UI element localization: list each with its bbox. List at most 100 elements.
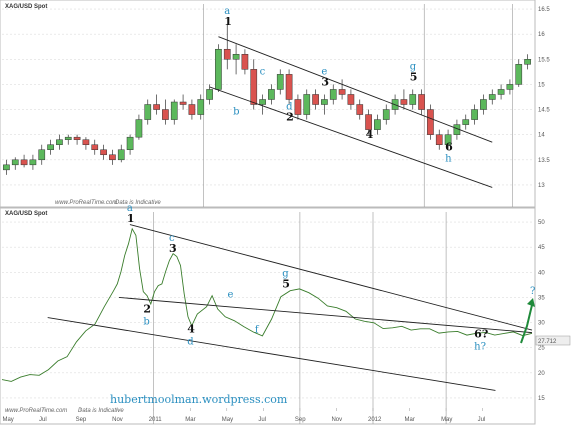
upper-candle-body bbox=[38, 149, 46, 161]
lower-chart-frame bbox=[0, 207, 536, 425]
upper-candle-body bbox=[170, 101, 178, 120]
lower-wave-letter: f bbox=[255, 325, 260, 336]
lower-x-tick-label: 2012 bbox=[368, 417, 382, 423]
lower-y-tick-label: 50 bbox=[538, 220, 545, 226]
upper-candle-body bbox=[276, 74, 284, 90]
projection-arrow-icon bbox=[520, 298, 535, 344]
upper-candle-body bbox=[153, 104, 160, 110]
lower-x-tick-label: Mar bbox=[185, 417, 195, 423]
upper-wave-letter: d bbox=[286, 102, 293, 113]
watermark-text: hubertmoolman.wordpress.com bbox=[110, 393, 288, 406]
upper-candle-body bbox=[471, 109, 478, 120]
upper-wave-letter: c bbox=[260, 66, 266, 77]
lower-y-tick-label: 45 bbox=[538, 245, 545, 251]
upper-candle-body bbox=[82, 139, 90, 145]
upper-candle-body bbox=[29, 159, 37, 166]
lower-y-tick-label: 25 bbox=[538, 346, 545, 352]
lower-x-tick-label: May bbox=[222, 417, 233, 423]
upper-chart-grid bbox=[2, 4, 535, 207]
upper-candle-body bbox=[497, 89, 505, 95]
upper-candle-body bbox=[179, 101, 187, 105]
upper-candle-body bbox=[3, 164, 10, 171]
upper-candle-body bbox=[285, 74, 293, 100]
upper-candle-body bbox=[215, 48, 222, 90]
lower-wave-number: 2 bbox=[143, 303, 151, 316]
lower-x-tick-label: Sep bbox=[76, 417, 87, 423]
lower-wave-number: 4 bbox=[187, 323, 195, 336]
lower-x-tick-label: Sep bbox=[295, 417, 306, 423]
lower-wave-number: 5 bbox=[282, 277, 290, 290]
upper-wave-letter: a bbox=[224, 6, 230, 17]
projection-question-mark: ? bbox=[530, 286, 535, 297]
upper-chart-candles bbox=[3, 24, 531, 175]
lower-x-tick-label: Jul bbox=[258, 417, 266, 423]
upper-candle-body bbox=[374, 119, 381, 130]
lower-chart-y-axis: 50 45 40 35 30 25 20 15 bbox=[538, 220, 545, 402]
upper-candle-body bbox=[144, 104, 152, 120]
upper-candle-body bbox=[480, 99, 487, 110]
upper-candle-body bbox=[223, 48, 231, 60]
upper-chart-channel bbox=[209, 36, 493, 188]
upper-y-tick-label: 15 bbox=[538, 82, 545, 88]
upper-y-tick-label: 13.5 bbox=[538, 158, 550, 164]
upper-y-tick-label: 16 bbox=[538, 32, 545, 38]
upper-y-tick-label: 14 bbox=[538, 133, 545, 139]
upper-candle-body bbox=[250, 69, 258, 105]
upper-candle-body bbox=[488, 94, 496, 100]
lower-wave-letter: g bbox=[282, 268, 289, 279]
upper-candle-body bbox=[427, 109, 434, 135]
upper-candle-body bbox=[338, 89, 346, 95]
upper-wave-letter: g bbox=[410, 61, 417, 72]
upper-chart-frame bbox=[0, 0, 536, 208]
last-value-badge: 27.712 bbox=[538, 339, 557, 345]
lower-x-tick-label: Jul bbox=[39, 417, 47, 423]
upper-candle-body bbox=[197, 99, 205, 115]
upper-candle-body bbox=[109, 154, 116, 161]
upper-candle-body bbox=[506, 84, 514, 90]
lower-wave-letter: a bbox=[127, 203, 133, 214]
upper-candle-body bbox=[135, 119, 143, 138]
lower-wave-letter: c bbox=[169, 233, 175, 244]
upper-candle-body bbox=[409, 94, 417, 105]
upper-wave-number: 3 bbox=[321, 75, 329, 88]
lower-wave-number: 1 bbox=[127, 212, 135, 225]
upper-candle-body bbox=[444, 134, 452, 145]
lower-x-tick-label: Nov bbox=[331, 417, 342, 423]
upper-candle-body bbox=[100, 149, 107, 156]
lower-y-tick-label: 40 bbox=[538, 270, 545, 276]
lower-y-tick-label: 15 bbox=[538, 396, 545, 402]
upper-candle-body bbox=[462, 119, 470, 125]
lower-wave-number: 3 bbox=[169, 242, 177, 255]
upper-candle-body bbox=[329, 89, 337, 100]
upper-candle-body bbox=[382, 109, 390, 120]
upper-candle-body bbox=[294, 99, 302, 115]
upper-y-tick-label: 15.5 bbox=[538, 57, 550, 63]
upper-candle-body bbox=[126, 136, 134, 150]
upper-candle-body bbox=[188, 104, 196, 115]
lower-chart-channel bbox=[47, 224, 533, 391]
upper-candle-body bbox=[73, 136, 81, 140]
lower-chart-title: XAG/USD Spot bbox=[5, 211, 47, 217]
upper-candle-body bbox=[268, 89, 275, 100]
upper-candle-body bbox=[117, 149, 125, 161]
lower-x-tick-label: Nov bbox=[112, 417, 123, 423]
lower-chart-grid bbox=[2, 212, 535, 424]
lower-channel-line bbox=[129, 224, 533, 331]
lower-wave-letter: b bbox=[143, 317, 149, 328]
upper-y-tick-label: 14.5 bbox=[538, 108, 550, 114]
upper-candle-body bbox=[435, 134, 443, 145]
upper-candle-body bbox=[56, 139, 63, 145]
upper-candle-body bbox=[232, 54, 240, 60]
lower-y-tick-label: 20 bbox=[538, 371, 545, 377]
upper-candle-body bbox=[162, 109, 169, 120]
upper-candle-body bbox=[11, 159, 19, 166]
upper-chart-title: XAG/USD Spot bbox=[5, 4, 47, 10]
upper-candle-body bbox=[400, 99, 408, 105]
lower-wave-number: 6? bbox=[474, 328, 488, 341]
upper-candle-body bbox=[206, 89, 213, 100]
lower-wave-letter: d bbox=[187, 337, 194, 348]
upper-wave-number: 4 bbox=[366, 128, 374, 141]
upper-channel-line bbox=[218, 36, 493, 143]
